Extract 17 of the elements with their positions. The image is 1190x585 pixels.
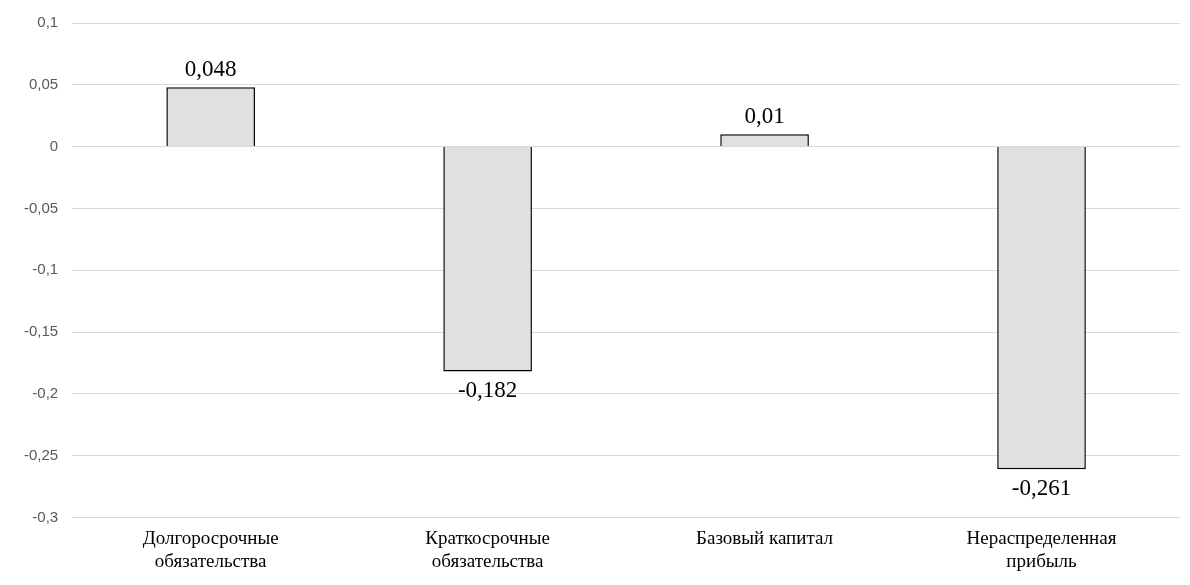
y-tick-label: -0,25 [23,445,59,463]
data-label: 0,01 [744,102,785,128]
y-tick-label: -0,05 [23,198,59,216]
x-tick-label: Нераспределенная прибыль [966,526,1117,571]
x-tick-label: Краткосрочные обязательства [425,526,550,571]
y-tick-label: -0,3 [32,507,59,525]
data-label: -0,182 [457,377,518,403]
y-tick-label: 0,05 [28,74,59,92]
y-tick-label: 0 [49,136,59,154]
y-tick-label: -0,15 [23,322,59,340]
data-label: 0,048 [184,55,237,81]
data-label: -0,261 [1011,474,1072,500]
y-tick-label: 0,1 [37,13,59,31]
x-tick-label: Долгоросрочные обязательства [142,526,279,571]
x-tick-label: Базовый капитал [696,526,834,548]
y-tick-label: -0,1 [32,260,59,278]
y-tick-label: -0,2 [32,383,59,401]
